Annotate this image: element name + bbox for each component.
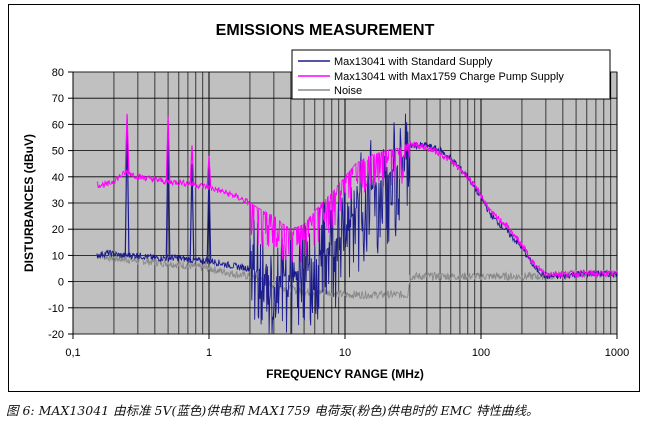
series-noise (96, 252, 618, 300)
legend: Max13041 with Standard Supply Max13041 w… (291, 49, 611, 100)
chart-title: EMISSIONS MEASUREMENT (216, 22, 435, 39)
spike-mark (189, 163, 195, 261)
series-noise-line (96, 252, 618, 300)
y-tick-label: 70 (52, 93, 64, 105)
legend-label-noise: Noise (334, 85, 362, 97)
y-tick-label: 60 (52, 119, 64, 131)
emissions-chart: EMISSIONS MEASUREMENT -20 -10 0 10 20 30 40 50 6… (22, 22, 629, 381)
legend-box (291, 49, 611, 100)
axis-ticks: -20 -10 0 10 20 30 40 50 60 70 80 0,1 1 10 100 1000 (48, 67, 629, 359)
y-tick-label: 0 (58, 277, 64, 289)
legend-label-standard: Max13041 with Standard Supply (334, 56, 493, 68)
legend-label-charge-pump: Max13041 with Max1759 Charge Pump Supply (334, 71, 564, 83)
x-tick-label: 0,1 (65, 347, 80, 359)
y-tick-label: 80 (52, 67, 64, 79)
x-axis-label: FREQUENCY RANGE (MHz) (266, 367, 424, 381)
series-charge-pump-supply-line (96, 141, 618, 279)
x-tick-label: 100 (472, 347, 490, 359)
y-tick-label: 10 (52, 250, 64, 262)
x-tick-label: 10 (339, 347, 351, 359)
y-tick-label: 50 (52, 146, 64, 158)
spike-mark (189, 145, 195, 185)
series-layer (96, 113, 618, 335)
x-tick-label: 1000 (605, 347, 629, 359)
x-tick-label: 1 (206, 347, 212, 359)
y-axis-label: DISTURBANCES (dBuV) (22, 134, 36, 272)
figure-caption: 图 6: MAX13041 由标准 5V(蓝色)供电和 MAX1759 电荷泵(… (6, 403, 539, 418)
series-charge-pump-supply (96, 113, 618, 279)
y-tick-label: 40 (52, 172, 64, 184)
spike-mark (206, 171, 212, 261)
y-tick-label: 20 (52, 224, 64, 236)
spike-mark (124, 113, 130, 172)
spike-mark (165, 116, 171, 183)
spike-mark (206, 155, 212, 188)
y-tick-label: 30 (52, 198, 64, 210)
series-standard-supply-line (96, 113, 618, 335)
y-tick-label: -20 (48, 329, 64, 341)
y-tick-label: -10 (48, 303, 64, 315)
